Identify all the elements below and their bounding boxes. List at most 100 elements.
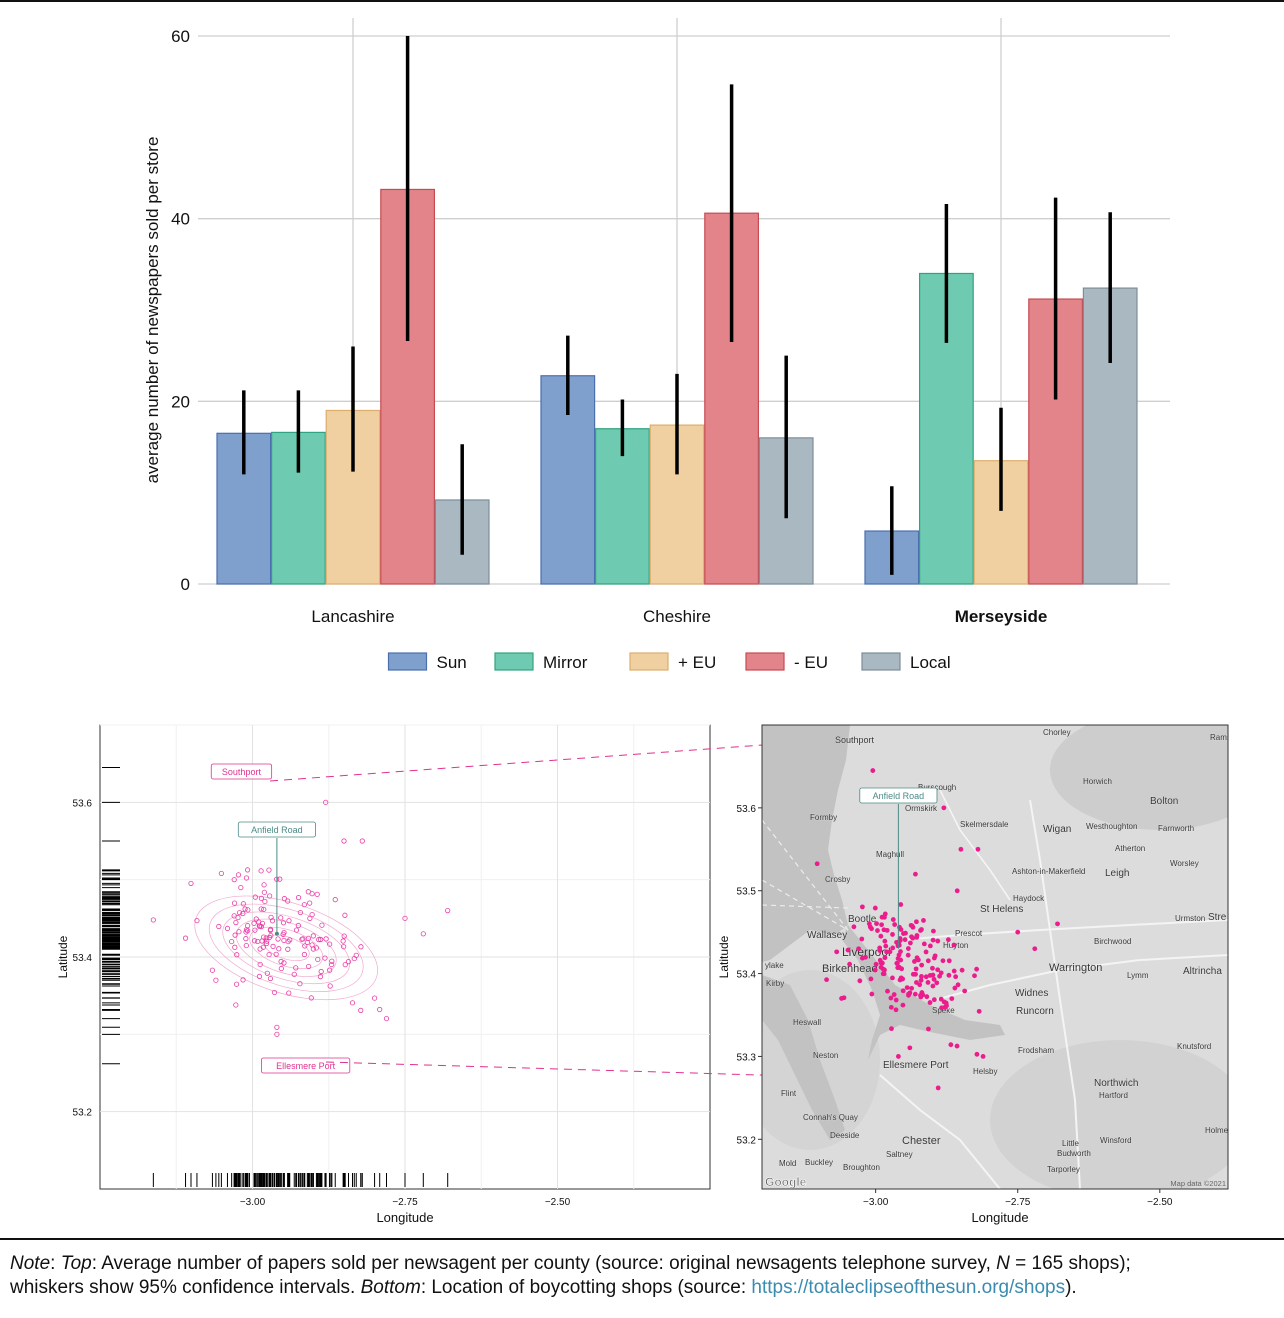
right-shop-point-148 bbox=[845, 947, 851, 953]
right-shop-point-159 bbox=[954, 1043, 960, 1049]
right-shop-point-81 bbox=[859, 936, 865, 942]
right-shop-point-46 bbox=[889, 1026, 894, 1032]
left-shop-point-106 bbox=[286, 918, 292, 924]
right-shop-point-61 bbox=[875, 928, 880, 933]
left-shop-point-111 bbox=[268, 932, 274, 939]
right-shop-point-99 bbox=[902, 937, 908, 943]
left-shop-point-82 bbox=[257, 946, 263, 952]
map-label-41: Ellesmere Port bbox=[883, 1060, 949, 1071]
left-shop-point-126 bbox=[327, 941, 333, 947]
map-label-44: Hartford bbox=[1099, 1091, 1128, 1100]
map-label-38: Knutsford bbox=[1177, 1042, 1211, 1051]
map-label-39: Neston bbox=[813, 1051, 838, 1060]
left-shop-point-68 bbox=[322, 955, 328, 961]
right-shop-point-65 bbox=[927, 943, 933, 949]
map-label-23: Wallasey bbox=[807, 930, 847, 941]
left-shop-point-130 bbox=[253, 916, 259, 922]
map-road-5 bbox=[939, 789, 1011, 901]
right-shop-point-151 bbox=[913, 971, 918, 977]
left-shop-point-47 bbox=[261, 906, 267, 912]
map-label-17: Crosby bbox=[825, 875, 850, 884]
right-shop-point-132 bbox=[888, 1004, 894, 1010]
left-shop-point-113 bbox=[358, 1007, 364, 1013]
left-shop-point-0 bbox=[236, 929, 242, 935]
right-shop-point-119 bbox=[931, 928, 936, 934]
left-shop-point-119 bbox=[323, 936, 329, 942]
right-shop-point-79 bbox=[884, 949, 890, 955]
left-shop-point-9 bbox=[150, 917, 156, 923]
source-link[interactable]: https://totaleclipseofthesun.org/shops bbox=[751, 1277, 1066, 1298]
left-shop-point-112 bbox=[240, 910, 246, 917]
map-label-50: Budworth bbox=[1057, 1149, 1091, 1158]
left-shop-point-142 bbox=[259, 920, 265, 926]
map-label-55: Buckley bbox=[805, 1158, 833, 1167]
right-shop-point-89 bbox=[953, 974, 959, 980]
left-shop-point-76 bbox=[245, 907, 251, 913]
right-shop-point-31 bbox=[873, 961, 879, 967]
right-shop-point-161 bbox=[874, 921, 879, 927]
right-shop-point-83 bbox=[897, 924, 902, 930]
right-shop-point-174 bbox=[975, 846, 981, 852]
right-shop-point-168 bbox=[880, 966, 886, 972]
right-shop-point-127 bbox=[898, 949, 903, 954]
right-shop-point-95 bbox=[940, 958, 946, 964]
left-annot-label-2: Ellesmere Port bbox=[276, 1061, 336, 1071]
bottom-rule bbox=[0, 1238, 1284, 1240]
left-shop-point-93 bbox=[358, 944, 364, 950]
right-shop-point-94 bbox=[879, 922, 884, 928]
right-shop-point-164 bbox=[952, 985, 958, 991]
right-shop-point-9 bbox=[868, 976, 874, 982]
left-shop-point-70 bbox=[262, 898, 268, 905]
left-shop-point-59 bbox=[278, 958, 284, 965]
map-label-53: Saltney bbox=[886, 1150, 913, 1159]
right-map-panel: Southport Chorley Ramsb Burscough Horwich Bol… bbox=[717, 724, 1229, 1225]
right-shop-point-110 bbox=[919, 927, 924, 932]
right-shop-point-5 bbox=[927, 1000, 933, 1005]
right-shop-point-75 bbox=[926, 1026, 931, 1032]
right-shop-point-106 bbox=[907, 1045, 913, 1051]
map-terrain-hills-ne bbox=[1050, 725, 1228, 830]
bar-mirror-cheshire bbox=[594, 428, 650, 585]
note-bottom-label: Bottom bbox=[360, 1277, 421, 1298]
legend-swatch-2 bbox=[629, 652, 669, 671]
left-shop-point-100 bbox=[301, 902, 307, 908]
map-label-18: Haydock bbox=[1013, 894, 1045, 903]
left-shop-point-30 bbox=[244, 867, 251, 873]
left-shop-point-160 bbox=[231, 877, 237, 883]
left-shop-point-29 bbox=[329, 961, 335, 968]
map-label-49: Little bbox=[1062, 1139, 1079, 1148]
left-shop-point-149 bbox=[309, 911, 315, 918]
bar-chart-x-ticks: Lancashire Cheshire Merseyside bbox=[311, 607, 1047, 626]
right-shop-point-149 bbox=[946, 972, 952, 978]
bar-x-tick-label-merseyside: Merseyside bbox=[955, 607, 1048, 626]
left-shop-point-33 bbox=[233, 919, 239, 926]
left-shop-point-140 bbox=[299, 936, 305, 942]
left-shop-point-102 bbox=[233, 981, 240, 987]
right-y-tick-label-1: 53.3 bbox=[737, 1052, 757, 1063]
left-shop-point-120 bbox=[266, 951, 272, 958]
left-shop-point-73 bbox=[319, 922, 325, 928]
left-shop-point-117 bbox=[231, 900, 238, 906]
right-x-tick-label-0: −3.00 bbox=[863, 1197, 889, 1208]
left-axis-ticks: −3.00 −2.75 −2.50 53.2 53.4 53.6 bbox=[73, 798, 571, 1208]
right-shop-point-77 bbox=[912, 959, 917, 964]
right-shop-point-1 bbox=[882, 938, 888, 944]
right-shop-point-14 bbox=[872, 905, 878, 911]
left-rug-y bbox=[102, 767, 120, 1065]
left-shop-point-110 bbox=[277, 876, 283, 882]
left-shop-point-87 bbox=[264, 970, 270, 976]
left-shop-point-52 bbox=[314, 891, 320, 897]
google-logo: Google bbox=[765, 1175, 807, 1189]
left-shop-point-150 bbox=[323, 799, 329, 805]
right-shop-point-111 bbox=[904, 985, 910, 991]
right-shop-point-72 bbox=[949, 996, 955, 1001]
map-road-4 bbox=[879, 1074, 1001, 1189]
right-shop-point-8 bbox=[913, 966, 919, 972]
map-label-15: Ashton-in-Makerfield bbox=[1012, 867, 1085, 876]
left-shop-point-20 bbox=[238, 884, 244, 891]
map-terrain-hills-se bbox=[990, 1040, 1228, 1189]
left-shop-point-48 bbox=[293, 927, 300, 933]
right-shop-point-150 bbox=[872, 967, 878, 973]
right-shop-point-98 bbox=[959, 967, 965, 973]
map-label-24: Prescot bbox=[955, 929, 983, 938]
